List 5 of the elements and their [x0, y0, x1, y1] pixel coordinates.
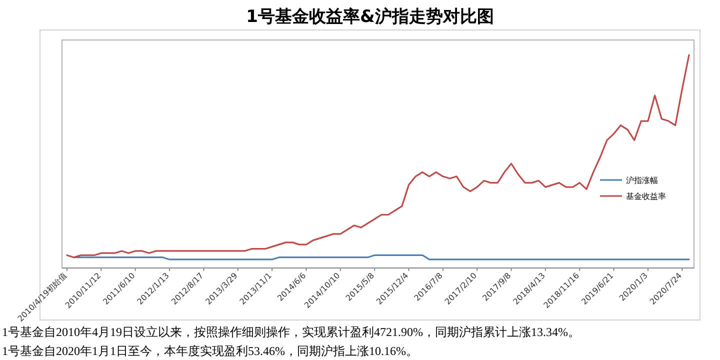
chart-title: 1号基金收益率&沪指走势对比图 [246, 7, 494, 27]
text: 1号基金自2010年4月19日设立以来，按照操作细则操作，实现累计盈利4721.90%，同期沪指累计上涨13.34%。 [2, 325, 580, 339]
text: 1号基金自2020年1月1日至今，本年度实现盈利53.46%，同期沪指上涨10.16%。 [2, 344, 418, 358]
legend-label: 基金收益率 [626, 192, 666, 201]
legend-label: 沪指涨幅 [626, 176, 658, 185]
